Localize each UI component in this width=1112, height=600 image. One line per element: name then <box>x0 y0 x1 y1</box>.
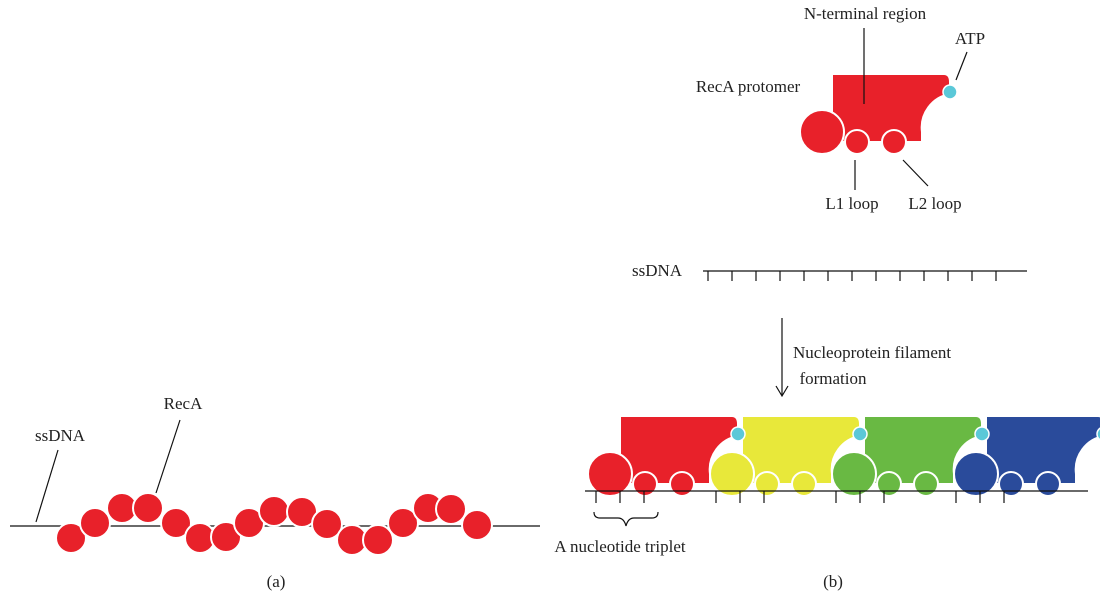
atp-label: ATP <box>955 29 985 48</box>
reca-label: RecA <box>164 394 203 413</box>
arrow <box>776 318 788 396</box>
ssdna-label: ssDNA <box>35 426 86 445</box>
clip <box>1100 400 1112 500</box>
panel-a: RecA ssDNA (a) <box>10 394 540 591</box>
ssdna-strand <box>703 271 1027 281</box>
reca-protomer <box>800 74 957 154</box>
caption: (a) <box>267 572 286 591</box>
brace <box>594 512 658 526</box>
leader-line <box>156 420 180 493</box>
filament-label: formation <box>799 369 867 388</box>
caption: (b) <box>823 572 843 591</box>
l2-label: L2 loop <box>908 194 961 213</box>
n-terminal-label: N-terminal region <box>804 4 927 23</box>
reca-monomers <box>56 493 492 555</box>
diagram: RecA ssDNA (a) N-terminal region ATP Rec… <box>0 0 1112 600</box>
panel-b: N-terminal region ATP RecA protomer L1 l… <box>554 4 1112 591</box>
protomer-label: RecA protomer <box>696 77 801 96</box>
l1-label: L1 loop <box>825 194 878 213</box>
filament-label: Nucleoprotein filament <box>793 343 951 362</box>
triplet-label: A nucleotide triplet <box>554 537 686 556</box>
leader-line <box>36 450 58 522</box>
leader-line <box>956 52 967 80</box>
ssdna-label: ssDNA <box>632 261 683 280</box>
leader-line <box>903 160 928 186</box>
